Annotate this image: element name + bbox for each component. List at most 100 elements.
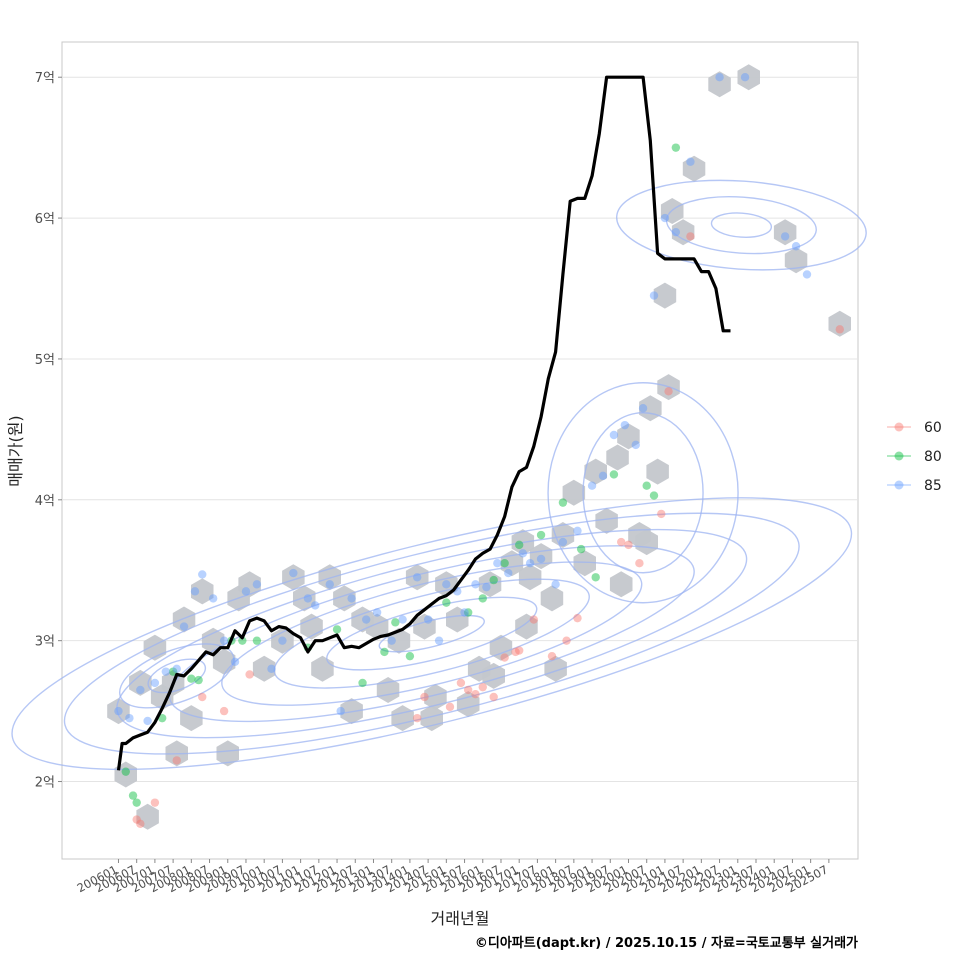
point-size-85 — [551, 580, 560, 589]
hexbin-cell — [653, 282, 677, 309]
point-size-60 — [529, 615, 538, 624]
legend: 60 80 85 — [887, 420, 942, 494]
point-size-85 — [361, 615, 371, 624]
point-size-80 — [500, 558, 509, 568]
point-size-80 — [558, 498, 568, 507]
y-axis-ticks: 2억 3억 4억 5억 6억 7억 — [35, 71, 62, 791]
point-size-60 — [219, 706, 229, 716]
point-size-85 — [398, 615, 407, 624]
hexbin-cell — [671, 219, 695, 246]
y-tick-label: 3억 — [35, 635, 55, 650]
point-size-80 — [463, 608, 473, 617]
density-contour — [273, 578, 590, 689]
hexbin-cell — [446, 606, 469, 633]
hexbin-cell — [107, 698, 130, 725]
point-size-60 — [445, 702, 455, 712]
hexbin-cell — [180, 705, 203, 732]
point-size-60 — [835, 325, 844, 334]
point-size-60 — [624, 540, 633, 550]
hexbin-cell — [212, 648, 236, 675]
point-size-60 — [245, 670, 254, 679]
density-contour — [582, 412, 704, 574]
point-size-80 — [536, 530, 546, 540]
hexbin-cell — [489, 634, 513, 661]
point-size-60 — [686, 232, 695, 241]
point-size-85 — [780, 232, 790, 241]
point-size-80 — [252, 636, 262, 645]
point-size-60 — [456, 678, 466, 688]
point-size-85 — [460, 608, 469, 617]
legend-key-point — [894, 451, 904, 461]
point-size-60 — [489, 692, 498, 702]
hexbin-cell — [482, 662, 505, 689]
point-size-80 — [514, 540, 524, 550]
point-size-85 — [143, 716, 152, 726]
point-size-80 — [649, 491, 659, 500]
hexbin-cell — [828, 310, 851, 337]
point-size-80 — [642, 481, 651, 490]
point-size-85 — [493, 558, 502, 568]
point-size-85 — [791, 242, 801, 251]
point-size-85 — [208, 594, 218, 603]
point-size-80 — [238, 636, 247, 645]
point-size-85 — [230, 657, 240, 666]
point-size-85 — [715, 73, 724, 82]
hexbin-cell — [518, 564, 542, 591]
hexbin-cell — [737, 64, 760, 91]
x-axis-title: 거래년월 — [431, 909, 490, 928]
point-size-85 — [442, 580, 451, 589]
point-size-85 — [598, 471, 608, 481]
density-contours — [11, 179, 867, 771]
point-size-85 — [686, 157, 695, 166]
y-tick-label: 2억 — [35, 776, 55, 791]
point-size-85 — [649, 291, 659, 300]
point-size-85 — [179, 622, 189, 631]
point-size-80 — [194, 675, 203, 685]
density-contour — [665, 196, 817, 255]
trend-line — [116, 75, 731, 771]
legend-label: 60 — [924, 420, 942, 436]
hexbin-cell — [646, 458, 669, 485]
point-size-80 — [591, 573, 600, 582]
point-size-60 — [500, 653, 509, 662]
hexbin-cell — [708, 71, 731, 98]
hexbin-cell — [573, 550, 596, 577]
point-size-60 — [198, 692, 207, 702]
point-size-85 — [241, 587, 251, 596]
density-contour — [221, 561, 643, 706]
point-size-80 — [157, 713, 167, 723]
hexbin-cell — [252, 655, 276, 682]
density-contour — [11, 497, 853, 771]
hexbin-cell — [682, 155, 706, 182]
point-size-85 — [434, 636, 444, 645]
point-size-85 — [252, 580, 262, 589]
point-size-85 — [412, 573, 422, 582]
hexbin-cell — [282, 564, 305, 591]
point-size-80 — [442, 598, 451, 607]
hexbin-cell — [540, 585, 564, 612]
point-size-85 — [587, 481, 597, 490]
density-contour — [63, 512, 800, 755]
point-size-60 — [136, 819, 145, 828]
point-size-85 — [558, 537, 568, 547]
y-axis-title: 매매가(원) — [6, 415, 25, 486]
scatter-points — [114, 73, 844, 828]
hexbin-cell — [340, 698, 363, 725]
point-size-60 — [547, 651, 557, 661]
density-contour — [118, 643, 235, 709]
point-size-60 — [511, 647, 520, 657]
point-size-85 — [190, 587, 200, 596]
y-tick-label: 6억 — [35, 212, 55, 227]
hexbin-cell — [172, 606, 196, 633]
point-size-85 — [482, 582, 491, 592]
point-size-80 — [489, 575, 498, 585]
point-size-85 — [740, 73, 750, 82]
point-size-60 — [420, 692, 429, 702]
hexbin-cell — [365, 613, 389, 640]
density-contour — [378, 614, 485, 653]
legend-label: 80 — [924, 449, 942, 465]
point-size-80 — [187, 674, 196, 683]
hexbin-cell — [216, 740, 239, 767]
point-size-60 — [478, 682, 487, 692]
